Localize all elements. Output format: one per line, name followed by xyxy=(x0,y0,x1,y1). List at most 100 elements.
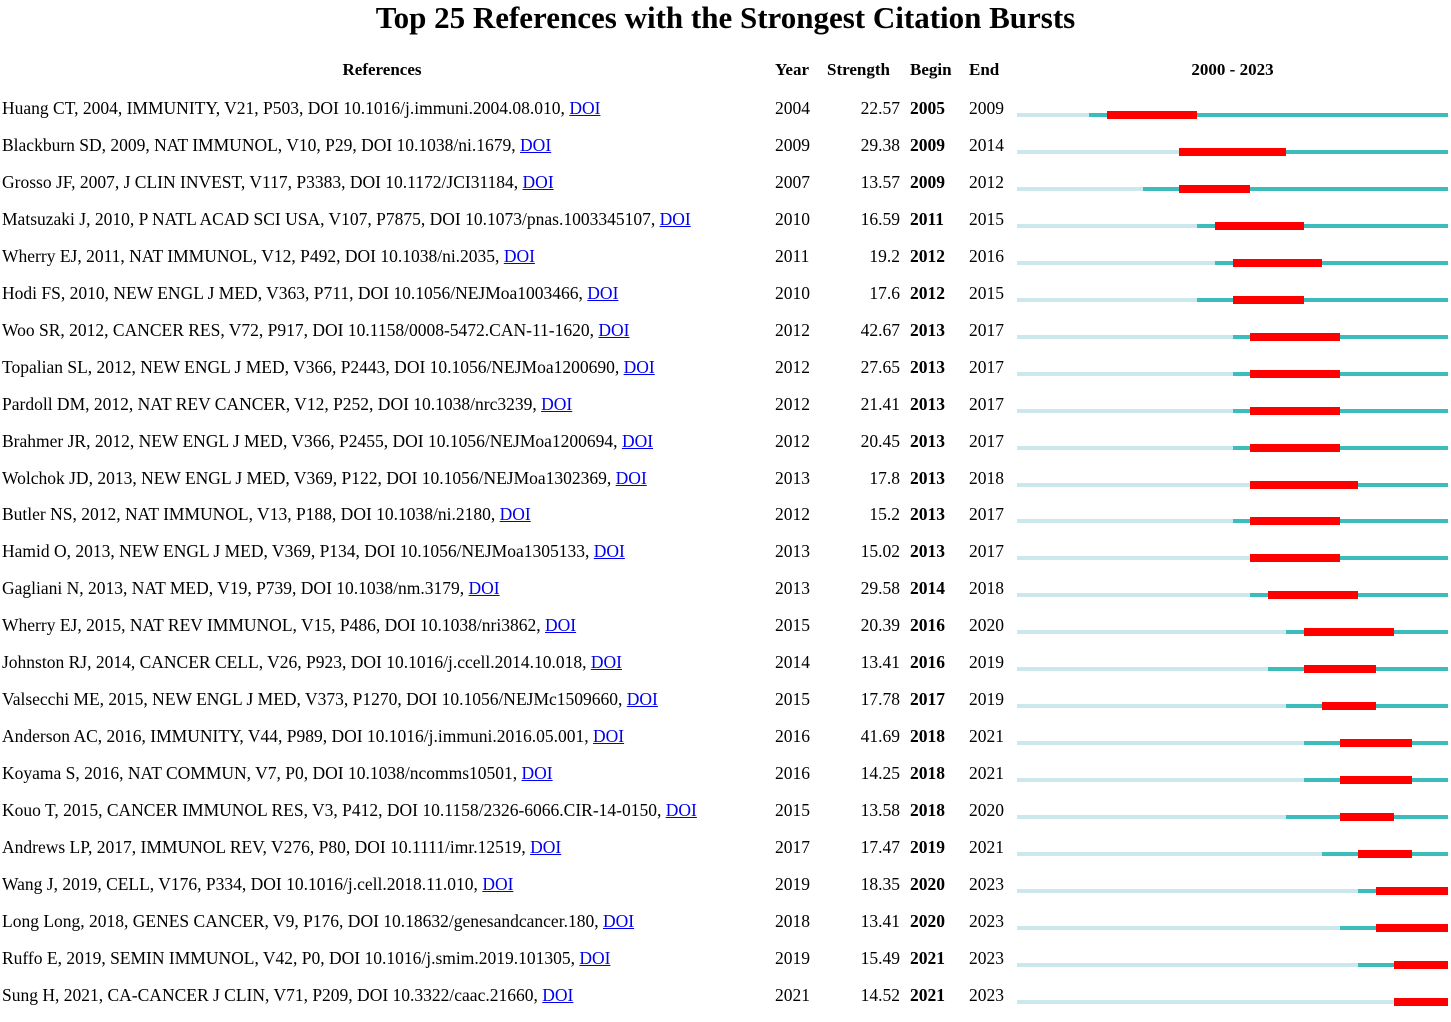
timeline-active-segment xyxy=(1142,186,1448,191)
end-cell: 2015 xyxy=(969,208,1004,229)
begin-cell: 2009 xyxy=(910,134,945,155)
strength-cell: 19.2 xyxy=(869,245,900,266)
table-row: Wherry EJ, 2015, NAT REV IMMUNOL, V15, P… xyxy=(0,615,1451,652)
year-cell: 2010 xyxy=(775,282,810,303)
end-cell: 2021 xyxy=(969,763,1004,784)
year-cell: 2019 xyxy=(775,873,810,894)
doi-link[interactable]: DOI xyxy=(621,430,654,451)
doi-link[interactable]: DOI xyxy=(520,134,552,155)
doi-link[interactable]: DOI xyxy=(503,245,535,266)
table-row: Hamid O, 2013, NEW ENGL J MED, V369, P13… xyxy=(0,541,1451,578)
begin-cell: 2005 xyxy=(910,98,945,118)
begin-cell: 2013 xyxy=(910,356,945,377)
strength-cell: 14.52 xyxy=(860,984,900,1005)
timeline-inactive-segment xyxy=(1017,630,1287,635)
year-cell: 2012 xyxy=(775,504,810,525)
end-cell: 2009 xyxy=(969,98,1004,118)
burst-timeline xyxy=(1017,985,1448,1022)
doi-link[interactable]: DOI xyxy=(542,984,574,1005)
doi-link[interactable]: DOI xyxy=(626,689,658,710)
strength-cell: 17.78 xyxy=(860,689,900,710)
table-row: Wolchok JD, 2013, NEW ENGL J MED, V369, … xyxy=(0,468,1451,505)
doi-link[interactable]: DOI xyxy=(598,319,630,340)
doi-link[interactable]: DOI xyxy=(615,467,647,488)
strength-cell: 18.35 xyxy=(860,873,900,894)
strength-cell: 16.59 xyxy=(860,208,900,229)
strength-cell: 13.58 xyxy=(860,800,900,821)
doi-link[interactable]: DOI xyxy=(592,726,625,747)
reference-cell: Brahmer JR, 2012, NEW ENGL J MED, V366, … xyxy=(2,431,653,451)
doi-link[interactable]: DOI xyxy=(541,393,573,414)
end-cell: 2023 xyxy=(969,910,1004,931)
burst-timeline xyxy=(1017,837,1448,874)
doi-link[interactable]: DOI xyxy=(530,837,562,857)
doi-link[interactable]: DOI xyxy=(665,800,697,821)
doi-link[interactable]: DOI xyxy=(544,615,577,636)
doi-link[interactable]: DOI xyxy=(593,541,625,562)
table-row: Koyama S, 2016, NAT COMMUN, V7, P0, DOI … xyxy=(0,763,1451,800)
burst-segment xyxy=(1394,997,1448,1006)
timeline-inactive-segment xyxy=(1017,778,1305,783)
doi-link[interactable]: DOI xyxy=(522,171,554,192)
doi-link[interactable]: DOI xyxy=(482,873,514,894)
column-header-strength: Strength xyxy=(827,60,890,79)
year-cell: 2018 xyxy=(775,910,810,931)
doi-link[interactable]: DOI xyxy=(659,208,691,229)
burst-timeline xyxy=(1017,504,1448,541)
timeline-inactive-segment xyxy=(1017,260,1215,265)
column-header-year: Year xyxy=(775,60,809,79)
burst-segment xyxy=(1250,369,1341,378)
doi-link[interactable]: DOI xyxy=(499,504,531,525)
strength-cell: 17.47 xyxy=(860,837,900,857)
doi-link[interactable]: DOI xyxy=(521,763,553,784)
table-row: Long Long, 2018, GENES CANCER, V9, P176,… xyxy=(0,911,1451,948)
doi-link[interactable]: DOI xyxy=(587,282,619,303)
burst-timeline xyxy=(1017,320,1448,357)
reference-text: Valsecchi ME, 2015, NEW ENGL J MED, V373… xyxy=(2,689,623,710)
doi-link[interactable]: DOI xyxy=(468,578,500,599)
burst-timeline xyxy=(1017,911,1448,948)
year-cell: 2021 xyxy=(775,984,810,1005)
doi-link[interactable]: DOI xyxy=(623,356,655,377)
end-cell: 2019 xyxy=(969,652,1004,673)
end-cell: 2017 xyxy=(969,541,1004,562)
reference-text: Woo SR, 2012, CANCER RES, V72, P917, DOI… xyxy=(2,319,595,340)
doi-link[interactable]: DOI xyxy=(590,652,622,673)
timeline-inactive-segment xyxy=(1017,815,1287,820)
doi-link[interactable]: DOI xyxy=(602,910,635,931)
column-header-end: End xyxy=(969,60,1000,79)
table-row: Butler NS, 2012, NAT IMMUNOL, V13, P188,… xyxy=(0,504,1451,541)
timeline-inactive-segment xyxy=(1017,371,1233,376)
year-cell: 2015 xyxy=(775,689,810,710)
burst-timeline xyxy=(1017,283,1448,320)
reference-cell: Butler NS, 2012, NAT IMMUNOL, V13, P188,… xyxy=(2,504,531,524)
year-cell: 2016 xyxy=(775,763,810,784)
begin-cell: 2013 xyxy=(910,430,945,451)
reference-text: Andrews LP, 2017, IMMUNOL REV, V276, P80… xyxy=(2,837,526,857)
reference-cell: Koyama S, 2016, NAT COMMUN, V7, P0, DOI … xyxy=(2,763,553,783)
burst-timeline xyxy=(1017,357,1448,394)
end-cell: 2021 xyxy=(969,837,1004,857)
end-cell: 2021 xyxy=(969,726,1004,747)
timeline-active-segment xyxy=(1250,556,1448,561)
column-header-references: References xyxy=(342,60,422,79)
begin-cell: 2021 xyxy=(910,947,945,968)
table-row: Huang CT, 2004, IMMUNITY, V21, P503, DOI… xyxy=(0,98,1451,135)
burst-segment xyxy=(1232,295,1305,304)
year-cell: 2012 xyxy=(775,393,810,414)
timeline-inactive-segment xyxy=(1017,408,1233,413)
end-cell: 2020 xyxy=(969,615,1004,636)
table-row: Gagliani N, 2013, NAT MED, V19, P739, DO… xyxy=(0,578,1451,615)
begin-cell: 2021 xyxy=(910,984,945,1005)
reference-cell: Wolchok JD, 2013, NEW ENGL J MED, V369, … xyxy=(2,468,647,488)
doi-link[interactable]: DOI xyxy=(569,98,601,118)
begin-cell: 2020 xyxy=(910,910,945,931)
burst-timeline xyxy=(1017,800,1448,837)
burst-segment xyxy=(1376,886,1448,895)
table-row: Pardoll DM, 2012, NAT REV CANCER, V12, P… xyxy=(0,394,1451,431)
timeline-active-segment xyxy=(1214,260,1448,265)
burst-segment xyxy=(1376,923,1448,932)
doi-link[interactable]: DOI xyxy=(579,947,611,968)
table-row: Kouo T, 2015, CANCER IMMUNOL RES, V3, P4… xyxy=(0,800,1451,837)
reference-text: Ruffo E, 2019, SEMIN IMMUNOL, V42, P0, D… xyxy=(2,947,575,968)
